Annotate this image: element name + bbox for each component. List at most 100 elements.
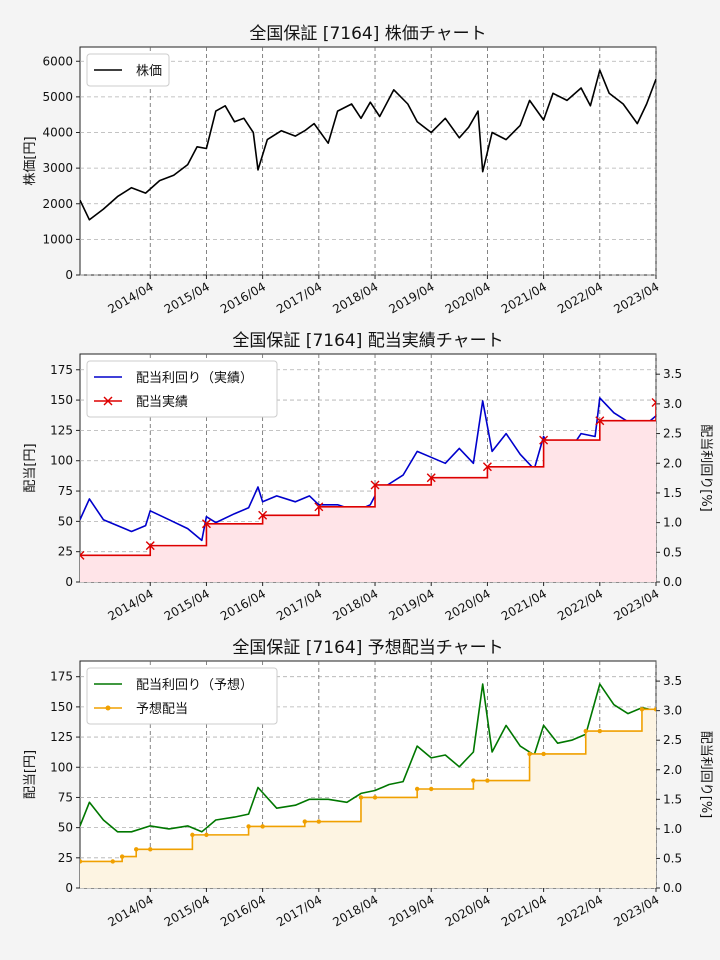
y-tick-label: 150 (50, 393, 73, 407)
x-tick-label: 2022/04 (555, 279, 605, 316)
y-tick-label: 3000 (42, 161, 73, 175)
chart-panel-3: 全国保証 [7164] 予想配当チャート 0 25 50 75 100 125 150 175 0… (23, 638, 713, 930)
legend-label: 配当実績 (136, 394, 188, 410)
chart-title: 全国保証 [7164] 株価チャート (249, 24, 486, 44)
y2-tick-label: 3.0 (663, 397, 682, 411)
x-tick-label: 2020/04 (443, 892, 493, 929)
y2-tick-label: 0.0 (663, 881, 682, 895)
legend-box (86, 667, 278, 725)
y-tick-label: 25 (58, 851, 73, 865)
y2-tick-label: 1.5 (663, 792, 682, 806)
data-point-marker (201, 519, 211, 529)
data-point-marker (414, 786, 420, 792)
data-point-marker (80, 550, 85, 560)
data-point-marker (426, 473, 436, 483)
y2-tick-label: 0.0 (663, 575, 682, 589)
series-line (80, 708, 656, 863)
x-tick-label: 2021/04 (499, 279, 549, 316)
x-tick-label: 2018/04 (330, 892, 380, 929)
series-line (80, 69, 656, 221)
data-point-marker (246, 824, 251, 829)
y-axis-label: 配当[円] (23, 750, 38, 799)
data-point-marker (260, 824, 265, 829)
data-point-marker (372, 795, 378, 800)
x-tick-label: 2022/04 (555, 586, 605, 623)
data-point-marker (429, 786, 434, 792)
legend-item: 予想配当 (94, 701, 188, 717)
legend: 配当利回り（実績） 配当実績 (86, 360, 278, 418)
y2-tick-label: 0.5 (663, 851, 682, 865)
legend-item: 配当実績 (94, 394, 188, 410)
y2-tick-label: 1.5 (663, 486, 682, 500)
data-point-marker (190, 832, 195, 838)
y2-tick-label: 2.5 (663, 427, 682, 441)
legend-item: 配当利回り（予想） (94, 677, 253, 693)
legend-box (86, 360, 278, 418)
x-tick-label: 2018/04 (330, 279, 380, 316)
legend: 配当利回り（予想） 予想配当 (86, 667, 278, 725)
data-point-marker (80, 859, 83, 864)
data-point-marker (639, 707, 645, 712)
y-tick-label: 0 (65, 881, 73, 895)
series-2 (80, 707, 656, 888)
y2-axis-label: 配当利回り[%] (698, 424, 713, 512)
x-tick-label: 2019/04 (387, 586, 437, 623)
x-tick-label: 2016/04 (218, 892, 268, 929)
legend-label: 予想配当 (136, 701, 188, 717)
y-tick-label: 2000 (42, 197, 73, 211)
legend-label: 株価 (136, 64, 162, 79)
y-tick-label: 100 (50, 760, 73, 774)
y-tick-label: 100 (50, 454, 73, 468)
x-tick-label: 2023/04 (611, 279, 661, 316)
data-point-marker (145, 541, 155, 551)
y-axis-label: 配当[円] (23, 443, 38, 492)
series-2 (80, 398, 656, 582)
x-tick-label: 2020/04 (443, 279, 493, 316)
series-1 (80, 69, 656, 221)
x-tick-label: 2018/04 (330, 586, 380, 623)
y-tick-label: 75 (58, 484, 73, 498)
data-point-marker (541, 751, 546, 757)
x-tick-label: 2020/04 (443, 586, 493, 623)
y-tick-label: 6000 (42, 54, 73, 68)
y-tick-label: 1000 (42, 232, 73, 246)
chart-panel-2: 全国保証 [7164] 配当実績チャート 0 25 50 75 100 125 150 175 0… (23, 331, 713, 624)
x-tick-label: 2014/04 (106, 279, 156, 316)
y-tick-label: 175 (50, 363, 73, 377)
series-area-fill (80, 402, 656, 582)
y-tick-label: 0 (65, 575, 73, 589)
series-line (80, 683, 656, 833)
data-point-marker (597, 728, 603, 734)
y-tick-label: 125 (50, 423, 73, 437)
data-point-marker (133, 847, 139, 852)
x-tick-label: 2017/04 (274, 279, 324, 316)
data-point-marker (527, 751, 532, 757)
data-point-marker (204, 832, 209, 838)
data-point-marker (316, 819, 322, 824)
data-point-marker (653, 707, 656, 712)
x-tick-label: 2015/04 (162, 279, 212, 316)
chart-title: 全国保証 [7164] 予想配当チャート (232, 638, 503, 658)
legend-item: 株価 (94, 64, 162, 79)
series-1 (80, 683, 656, 833)
x-tick-label: 2014/04 (106, 586, 156, 623)
legend: 株価 (86, 53, 170, 87)
series-area-fill (80, 709, 656, 888)
x-tick-label: 2022/04 (555, 892, 605, 929)
data-point-marker (471, 778, 476, 783)
x-tick-label: 2015/04 (162, 586, 212, 623)
x-tick-label: 2016/04 (218, 279, 268, 316)
x-tick-label: 2017/04 (274, 892, 324, 929)
y2-tick-label: 1.0 (663, 516, 682, 530)
y-tick-label: 0 (65, 268, 73, 282)
data-point-marker (314, 502, 324, 512)
y-tick-label: 175 (50, 670, 73, 684)
chart-panel-1: 全国保証 [7164] 株価チャート 0 1000 2000 3000 4000 5000 6… (23, 24, 662, 317)
x-tick-label: 2016/04 (218, 586, 268, 623)
y-tick-label: 75 (58, 790, 73, 804)
x-tick-label: 2014/04 (106, 892, 156, 929)
y-axis-label: 株価[円] (23, 136, 38, 185)
y2-tick-label: 3.5 (663, 367, 682, 381)
legend-box (86, 53, 170, 87)
y-tick-label: 25 (58, 545, 73, 559)
